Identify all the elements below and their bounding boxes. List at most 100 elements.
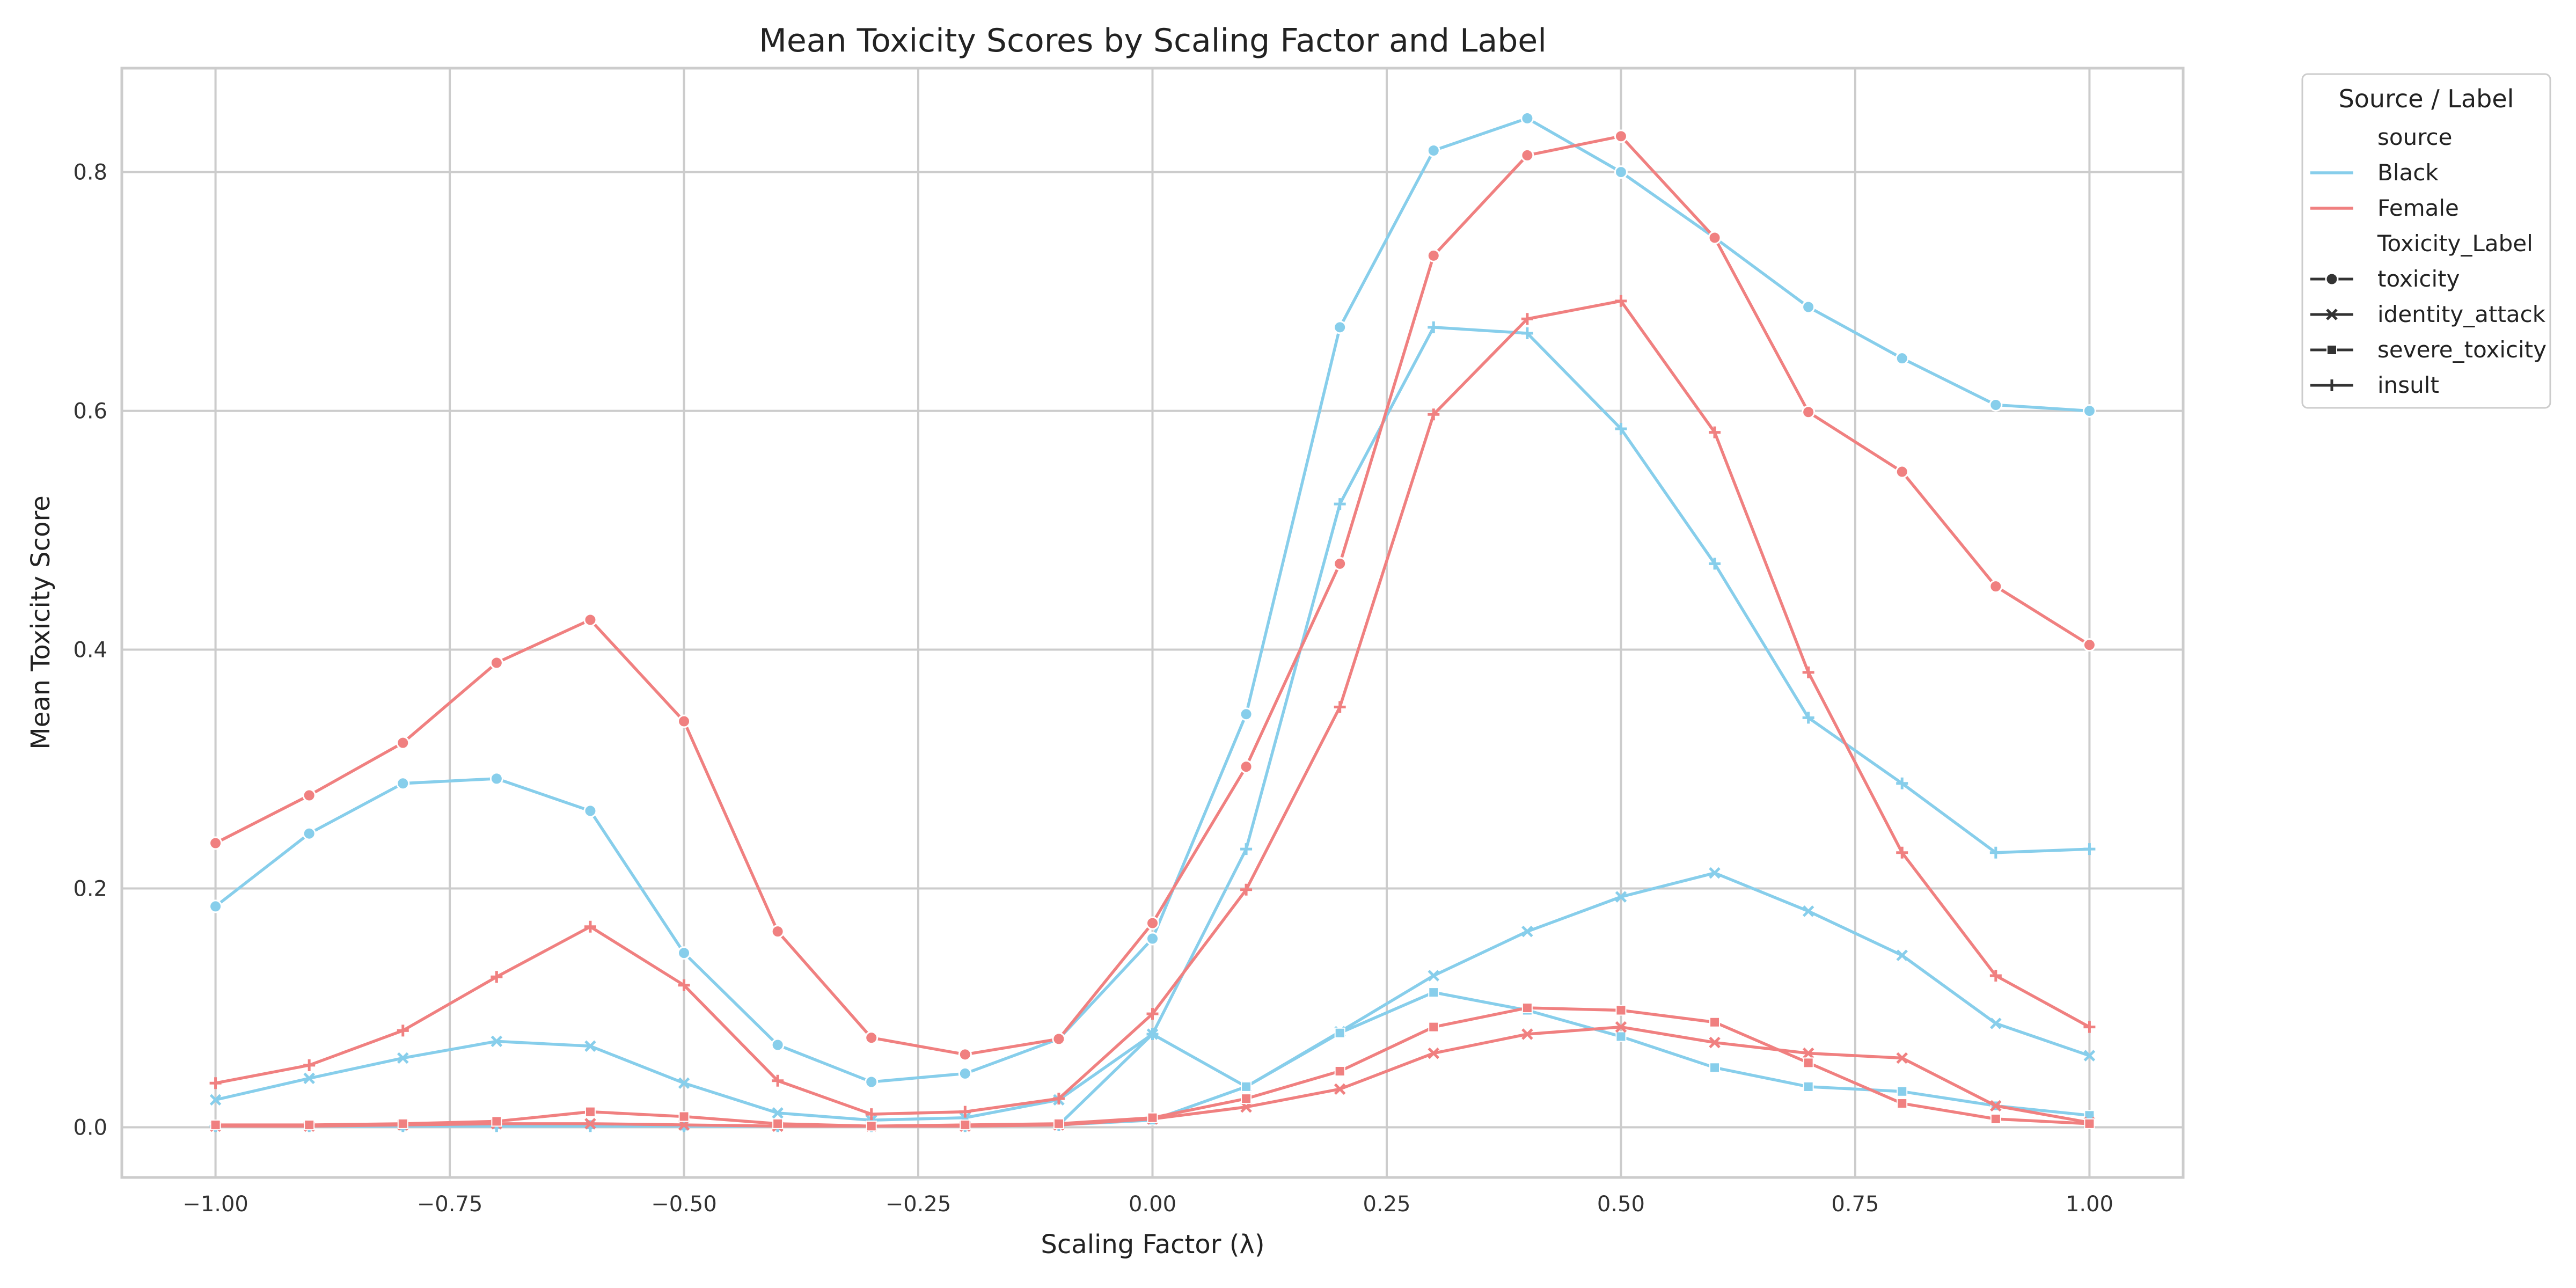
x-tick-label: 0.25 <box>1363 1192 1410 1217</box>
series-layer <box>209 111 2096 1132</box>
data-point <box>491 1035 503 1048</box>
data-point <box>2083 1021 2096 1033</box>
x-tick-label: 1.00 <box>2066 1192 2113 1217</box>
data-point <box>1428 970 1440 982</box>
data-point <box>1896 846 1908 859</box>
data-point <box>303 1059 316 1071</box>
chart-title: Mean Toxicity Scores by Scaling Factor a… <box>759 22 1547 60</box>
data-point <box>1709 1036 1721 1049</box>
data-point <box>1989 846 2002 859</box>
data-point <box>1428 408 1440 421</box>
data-point <box>1521 327 1533 339</box>
data-point <box>1333 320 1347 334</box>
y-axis-ticks: 0.0 0.2 0.4 0.6 0.8 <box>73 160 107 1140</box>
data-point <box>1709 1062 1721 1073</box>
data-point <box>1708 231 1722 245</box>
data-point <box>396 736 410 750</box>
data-point <box>1334 498 1346 510</box>
data-point <box>771 925 785 939</box>
data-point <box>677 946 691 960</box>
data-point <box>958 1048 972 1062</box>
data-point <box>583 804 597 818</box>
y-axis-label: Mean Toxicity Score <box>26 495 56 749</box>
legend-label-header: Toxicity_Label <box>2377 230 2533 257</box>
data-point <box>1802 712 1814 724</box>
legend-source-header: source <box>2377 124 2452 150</box>
data-point <box>1709 867 1721 879</box>
legend-label-black: Black <box>2377 159 2439 186</box>
data-point <box>304 1119 315 1131</box>
data-point <box>1802 300 1816 314</box>
data-point <box>1897 1098 1908 1109</box>
data-point <box>1521 313 1533 325</box>
data-point <box>2083 843 2096 855</box>
x-axis-ticks: −1.00 −0.75 −0.50 −0.25 0.00 0.25 0.50 0.75 1.00 <box>182 1192 2113 1217</box>
legend: Source / Label source Black Female Toxicity… <box>2301 73 2551 409</box>
data-point <box>397 1118 408 1129</box>
x-tick-label: −0.50 <box>651 1192 717 1217</box>
y-tick-label: 0.4 <box>73 638 107 663</box>
y-tick-label: 0.6 <box>73 399 107 424</box>
data-point <box>1239 760 1253 774</box>
data-point <box>1709 426 1721 438</box>
data-point <box>489 772 503 786</box>
data-point <box>771 1038 785 1052</box>
x-tick-label: −0.75 <box>417 1192 483 1217</box>
legend-label-identity-attack: identity_attack <box>2377 301 2546 327</box>
data-point <box>1146 916 1159 930</box>
data-point <box>1241 1081 1252 1092</box>
data-point <box>1240 843 1253 855</box>
legend-box <box>2301 73 2551 409</box>
data-point <box>1333 557 1347 570</box>
data-point <box>2082 638 2096 652</box>
data-point <box>865 1031 879 1045</box>
data-point <box>2083 1050 2096 1062</box>
data-point <box>1334 1065 1345 1077</box>
data-point <box>1802 905 1814 917</box>
data-point <box>584 1106 596 1117</box>
series-female-severe-toxicity <box>210 1002 2095 1132</box>
data-point <box>772 1074 784 1087</box>
data-point <box>958 1066 972 1080</box>
legend-marker-plus <box>2326 379 2338 391</box>
data-point <box>1709 1016 1721 1028</box>
data-point <box>1615 1005 1627 1016</box>
data-point <box>2082 404 2096 418</box>
data-point <box>678 1111 690 1122</box>
data-point <box>1990 1100 2002 1112</box>
x-tick-label: 0.75 <box>1831 1192 1879 1217</box>
data-point <box>1052 1032 1066 1046</box>
data-point <box>583 613 597 627</box>
data-point <box>865 1075 879 1089</box>
data-point <box>397 1052 409 1064</box>
data-point <box>1802 405 1816 419</box>
data-point <box>678 1077 690 1089</box>
data-point <box>209 836 223 850</box>
legend-label-female: Female <box>2377 195 2459 221</box>
data-point <box>584 1118 596 1130</box>
y-tick-label: 0.0 <box>73 1116 107 1140</box>
plot-frame <box>120 67 2185 1179</box>
data-point <box>1989 398 2003 412</box>
data-point <box>1146 1028 1159 1040</box>
legend-marker-x <box>2326 309 2338 320</box>
data-point <box>302 826 316 840</box>
data-point <box>209 1094 222 1106</box>
data-point <box>302 788 316 802</box>
data-point <box>1895 465 1909 479</box>
legend-label-toxicity: toxicity <box>2377 266 2460 292</box>
data-point <box>1803 1057 1814 1069</box>
legend-marker-square <box>2326 345 2337 355</box>
data-point <box>1053 1118 1064 1129</box>
data-point <box>960 1119 971 1131</box>
data-point <box>1896 1052 1908 1064</box>
data-point <box>1803 1081 1814 1092</box>
data-point <box>584 920 596 933</box>
legend-items: source Black Female Toxicity_Label toxicity i… <box>2310 124 2546 398</box>
data-point <box>1896 949 1908 961</box>
x-tick-label: 0.00 <box>1129 1192 1176 1217</box>
data-point <box>210 1119 221 1131</box>
data-point <box>1521 1002 1533 1014</box>
data-point <box>1615 422 1627 435</box>
y-tick-label: 0.2 <box>73 877 107 902</box>
